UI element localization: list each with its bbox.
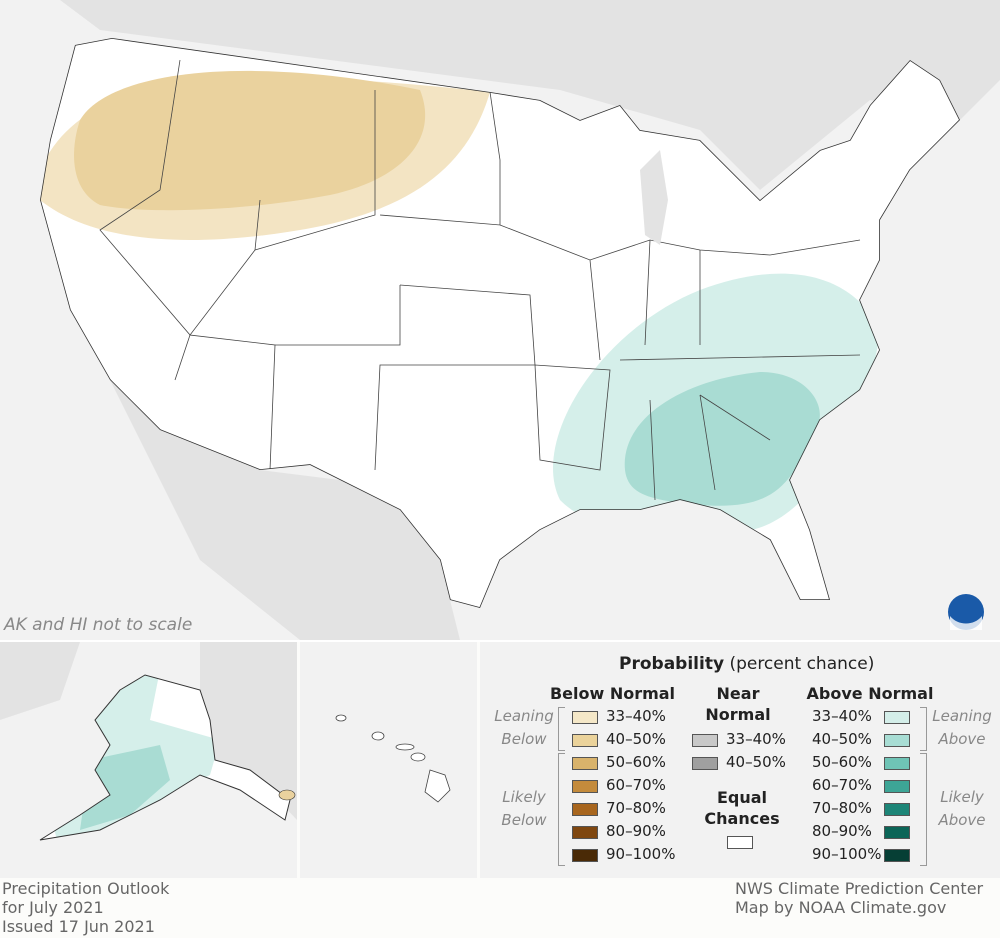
- footer-line: Issued 17 Jun 2021: [2, 917, 155, 936]
- legend-label: 40–50%: [726, 753, 786, 771]
- legend-swatch: [692, 734, 718, 747]
- legend-label: 50–60%: [812, 753, 872, 771]
- canada: [60, 0, 1000, 190]
- equal-label: Equal Chances: [704, 788, 780, 828]
- legend-swatch: [884, 757, 910, 770]
- hawaii: [335, 714, 451, 803]
- legend-swatch: [692, 757, 718, 770]
- legend-label: 33–40%: [726, 730, 786, 748]
- state-lines: [99, 59, 861, 501]
- legend-swatch: [884, 780, 910, 793]
- hawaii-panel: [300, 642, 477, 878]
- legend-label: 60–70%: [606, 776, 666, 794]
- bracket: [920, 707, 927, 751]
- alaska-above-40-50: [80, 745, 170, 830]
- legend-swatch: [572, 849, 598, 862]
- footer-left: Precipitation Outlook for July 2021 Issu…: [2, 879, 169, 936]
- noaa-logo: [948, 594, 984, 630]
- conus-outline: [40, 38, 960, 608]
- map: [0, 0, 1000, 878]
- legend-swatch: [884, 826, 910, 839]
- canada-ak: [200, 642, 297, 820]
- footer-line: Precipitation Outlook: [2, 879, 170, 898]
- alaska-panhandle-below: [278, 789, 296, 801]
- legend-label: 50–60%: [606, 753, 666, 771]
- island: [395, 743, 415, 751]
- group-label: Leaning Below: [494, 707, 554, 748]
- legend-title: Probability (percent chance): [619, 654, 874, 674]
- legend-swatch: [884, 803, 910, 816]
- legend-swatch: [572, 826, 598, 839]
- above-40-50-area: [624, 372, 820, 506]
- bracket: [558, 707, 565, 751]
- legend-label: 70–80%: [606, 799, 666, 817]
- legend-label: 90–100%: [812, 845, 882, 863]
- footer-line: for July 2021: [2, 898, 104, 917]
- alaska-outline: [39, 674, 291, 841]
- logo-wave: [950, 616, 982, 630]
- footer-line: NWS Climate Prediction Center: [735, 879, 984, 898]
- island: [371, 731, 385, 741]
- legend-swatch: [572, 757, 598, 770]
- legend-swatch: [572, 780, 598, 793]
- legend-subtitle: (percent chance): [729, 654, 875, 674]
- below-heading: Below Normal: [549, 684, 676, 703]
- group-label: Leaning Above: [932, 707, 992, 748]
- group-label: Likely Above: [938, 787, 986, 829]
- legend-swatch: [884, 734, 910, 747]
- legend-swatch: [884, 711, 910, 724]
- bracket: [920, 753, 927, 866]
- island: [335, 714, 347, 722]
- legend-label: 33–40%: [812, 707, 872, 725]
- divider: [0, 640, 1000, 642]
- legend-label: 80–90%: [812, 822, 872, 840]
- legend-swatch: [572, 711, 598, 724]
- logo-circle: [948, 594, 984, 630]
- legend-label: 33–40%: [606, 707, 666, 725]
- above-heading: Above Normal: [806, 684, 934, 703]
- footer-right: NWS Climate Prediction Center Map by NOA…: [735, 879, 983, 917]
- island: [424, 769, 451, 803]
- legend-swatch: [727, 836, 753, 849]
- legend-label: 40–50%: [606, 730, 666, 748]
- legend-label: 60–70%: [812, 776, 872, 794]
- legend-label: 90–100%: [606, 845, 676, 863]
- group-label: Likely Below: [501, 787, 547, 829]
- legend-swatch: [572, 734, 598, 747]
- legend-label: 80–90%: [606, 822, 666, 840]
- island: [410, 752, 426, 762]
- bracket: [558, 753, 565, 866]
- russia: [0, 642, 80, 720]
- scale-note: AK and HI not to scale: [4, 615, 193, 635]
- legend-title-main: Probability: [619, 654, 725, 674]
- lake-michigan: [640, 150, 668, 245]
- legend-swatch: [884, 849, 910, 862]
- below-40-50-area: [74, 70, 426, 211]
- legend-label: 70–80%: [812, 799, 872, 817]
- footer-line: Map by NOAA Climate.gov: [735, 898, 947, 917]
- near-heading: Near Normal: [705, 684, 771, 724]
- legend-label: 40–50%: [812, 730, 872, 748]
- legend-swatch: [572, 803, 598, 816]
